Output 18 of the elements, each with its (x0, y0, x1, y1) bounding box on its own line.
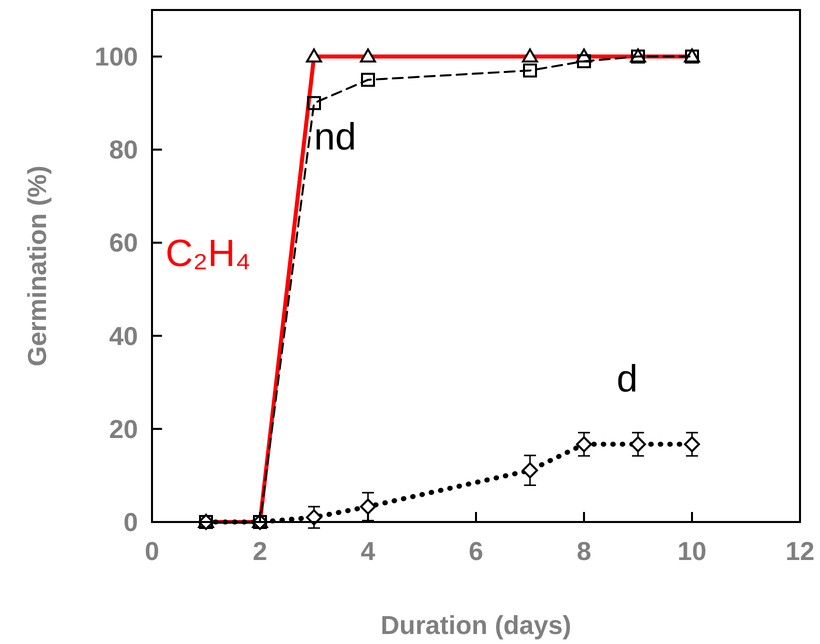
y-tick-label: 80 (109, 134, 138, 165)
x-axis-title: Duration (days) (380, 610, 572, 640)
x-tick-label: 2 (252, 536, 268, 566)
y-tick-label: 0 (124, 507, 138, 537)
series-label: C₂H₄ (166, 233, 251, 275)
y-tick-label: 60 (109, 228, 138, 258)
y-tick-label: 40 (109, 320, 138, 351)
series-label: d (616, 358, 638, 401)
y-tick-label: 100 (94, 42, 138, 72)
x-tick-label: 8 (576, 536, 592, 566)
x-tick-label: 6 (468, 536, 484, 566)
y-axis-title: Germination (%) (22, 166, 52, 366)
x-tick-label: 12 (786, 536, 814, 566)
series-label: nd (314, 116, 356, 159)
x-tick-label: 4 (360, 536, 376, 566)
x-tick-label: 0 (144, 536, 160, 566)
y-tick-label: 20 (109, 414, 138, 444)
x-tick-label: 10 (678, 536, 706, 566)
